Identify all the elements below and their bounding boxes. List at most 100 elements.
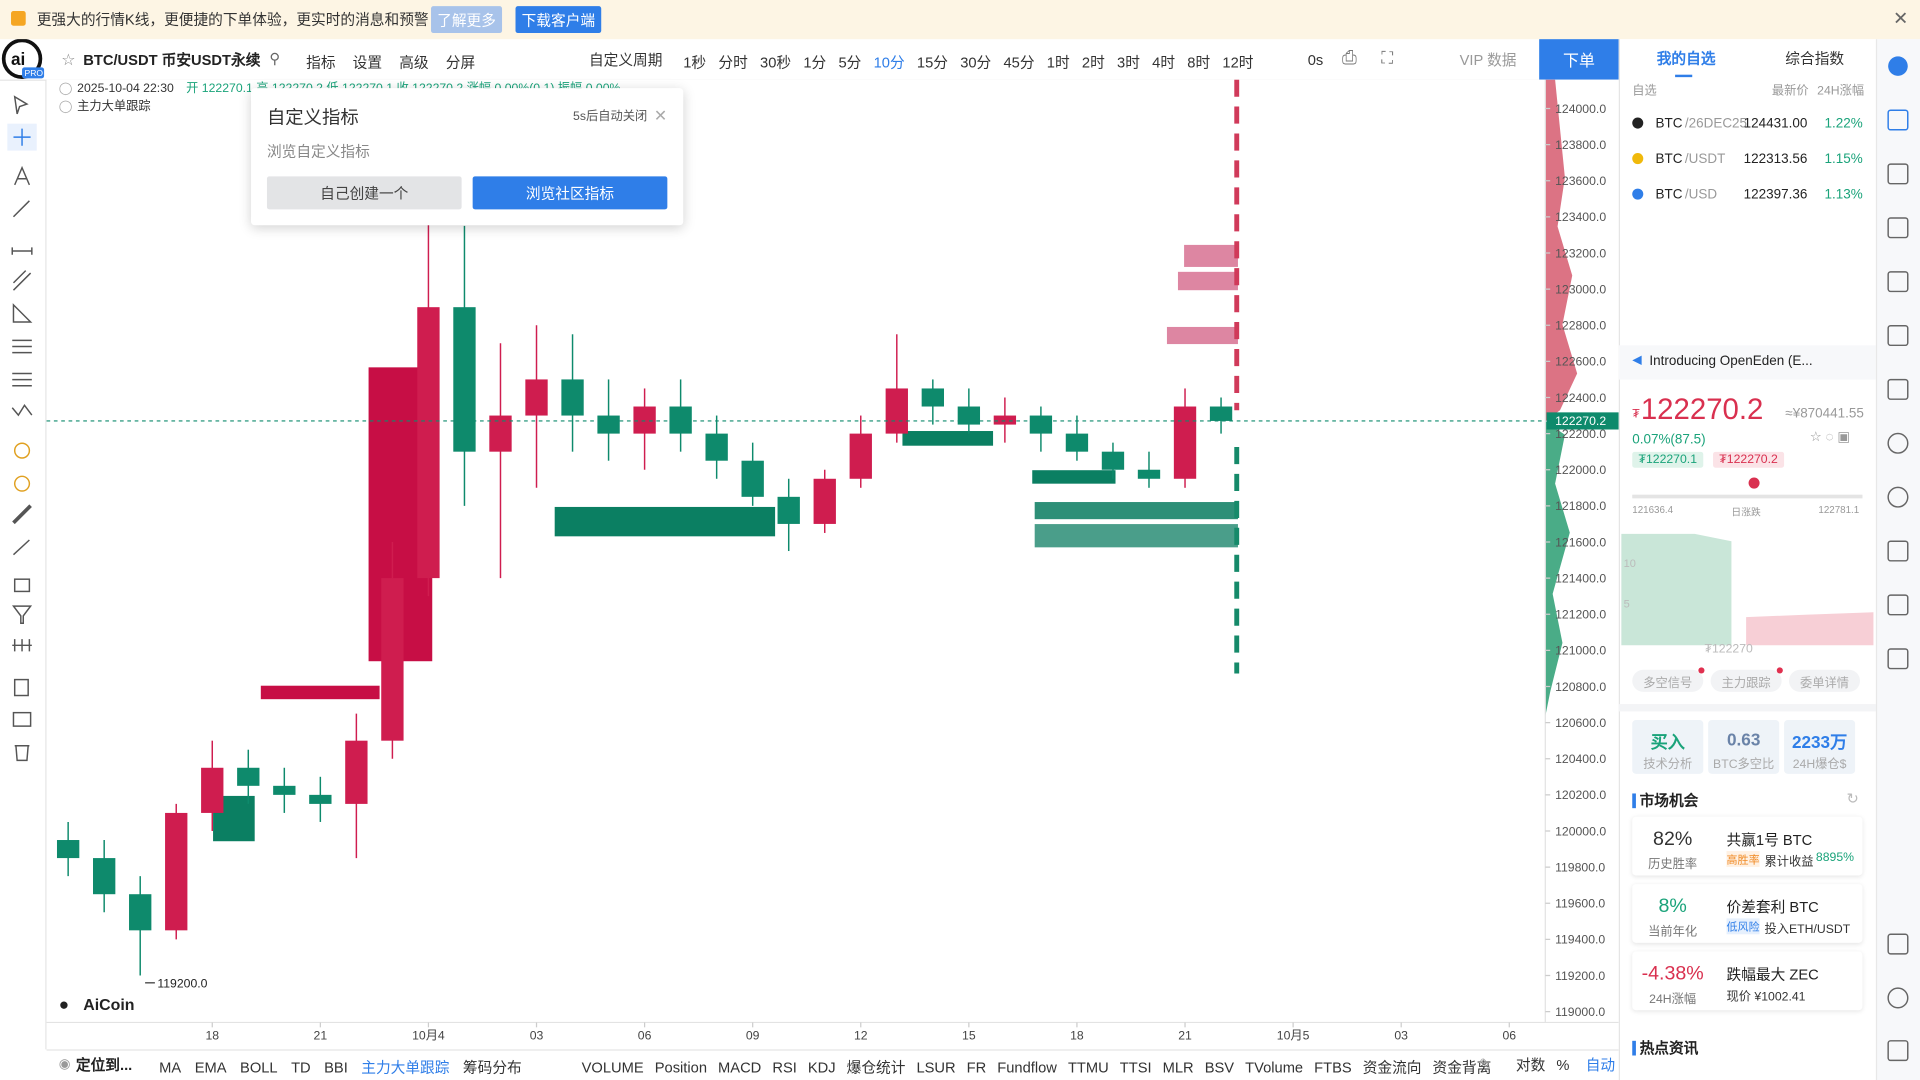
sub-indicator[interactable]: FTBS	[1314, 1058, 1352, 1076]
sub-indicator[interactable]: BSV	[1204, 1058, 1235, 1076]
panel-icon[interactable]	[1887, 594, 1909, 616]
sub-indicator[interactable]: MACD	[718, 1058, 762, 1076]
ticker-button[interactable]: 多空信号	[1632, 669, 1704, 692]
sub-indicator[interactable]: Fundflow	[997, 1058, 1057, 1076]
watchlist-header[interactable]: 自选	[1632, 84, 1657, 98]
period-button[interactable]: 8时	[1187, 53, 1211, 72]
sub-indicator[interactable]: Position	[654, 1058, 708, 1076]
pattern-tool[interactable]	[13, 442, 31, 459]
fib-tool[interactable]	[12, 303, 33, 323]
ruler-tool[interactable]	[12, 504, 32, 525]
legend-indicator[interactable]: 主力大单跟踪	[77, 100, 151, 114]
news-headline[interactable]: Introducing OpenEden (E...	[1649, 353, 1813, 369]
period-button[interactable]: 5分	[838, 53, 862, 72]
period-button[interactable]: 分时	[718, 53, 748, 72]
panel-icon[interactable]	[1887, 109, 1909, 131]
stat-card[interactable]	[1784, 720, 1856, 774]
auto-toggle[interactable]: 自动	[1585, 1056, 1616, 1074]
tool-button[interactable]: 指标	[306, 53, 336, 72]
panel-icon[interactable]	[1887, 486, 1909, 508]
sub-indicator[interactable]: TVolume	[1245, 1058, 1304, 1076]
watchlist-tab[interactable]: 我的自选	[1656, 50, 1716, 68]
period-button[interactable]: 30分	[960, 53, 992, 72]
sub-indicator[interactable]: 爆仓统计	[846, 1059, 906, 1077]
panel-icon[interactable]	[1887, 378, 1909, 400]
locate-button[interactable]: 定位到...	[75, 1056, 133, 1074]
filter-tool[interactable]	[12, 605, 33, 625]
period-button[interactable]: 1秒	[683, 53, 707, 72]
order-button[interactable]: 下单	[1539, 39, 1619, 80]
pointer-tool[interactable]	[13, 95, 29, 115]
more-arrow[interactable]: ›	[1437, 1055, 1443, 1073]
main-indicator[interactable]: EMA	[194, 1058, 227, 1076]
index-tab[interactable]: 综合指数	[1785, 50, 1845, 68]
ticker-icons[interactable]: ☆ ◌ ▣	[1809, 429, 1851, 445]
edit-icon[interactable]: ✎	[1479, 1055, 1492, 1073]
sub-indicator[interactable]: VOLUME	[581, 1058, 644, 1076]
browse-indicator-button[interactable]: 浏览社区指标	[472, 176, 668, 210]
main-indicator[interactable]: 筹码分布	[462, 1059, 522, 1077]
panel-icon[interactable]	[1887, 933, 1909, 955]
tool-button[interactable]: 分屏	[445, 53, 476, 72]
crosshair-tool[interactable]	[13, 128, 31, 146]
favorite-star[interactable]: ☆	[61, 50, 76, 69]
main-indicator[interactable]: MA	[159, 1058, 182, 1076]
period-button[interactable]: 12时	[1222, 53, 1254, 72]
coin-market[interactable]: /USDT	[1684, 151, 1726, 167]
period-button[interactable]: 15分	[916, 53, 948, 72]
tool-button[interactable]: 高级	[399, 53, 429, 72]
level-tool[interactable]	[12, 339, 32, 354]
sub-indicator[interactable]: TTMU	[1067, 1058, 1109, 1076]
sub-indicator[interactable]: FR	[966, 1058, 987, 1076]
period-button[interactable]: 45分	[1003, 53, 1035, 72]
period-button[interactable]: 30秒	[760, 53, 792, 72]
panel-icon[interactable]	[1887, 217, 1909, 239]
layers-tool[interactable]	[13, 678, 29, 697]
main-indicator[interactable]: BBI	[324, 1058, 348, 1076]
sub-indicator[interactable]: RSI	[772, 1058, 797, 1076]
create-indicator-button[interactable]: 自己创建一个	[266, 176, 462, 210]
stat-card[interactable]	[1632, 720, 1704, 774]
ticker-button[interactable]: 主力跟踪	[1710, 669, 1782, 692]
popup-close[interactable]: ✕	[653, 106, 668, 125]
period-button[interactable]: 10分	[873, 53, 905, 72]
sub-indicator[interactable]: 资金流向	[1362, 1059, 1422, 1077]
period-button[interactable]: 1时	[1046, 53, 1070, 72]
log-toggle[interactable]: 对数	[1515, 1056, 1546, 1074]
settings-tool[interactable]	[12, 711, 32, 727]
stat-card[interactable]	[1708, 720, 1780, 774]
ticker-button[interactable]: 委单详情	[1788, 669, 1860, 692]
sub-indicator[interactable]: TTSI	[1119, 1058, 1152, 1076]
percent-toggle[interactable]: %	[1556, 1056, 1570, 1074]
refresh-icon[interactable]: ↻	[1846, 789, 1859, 807]
more-arrow[interactable]: ›	[493, 1055, 499, 1073]
symbol[interactable]: BTC/USDT 币安USDT永续	[83, 51, 261, 69]
coin-market[interactable]: /USD	[1684, 187, 1718, 203]
delete-tool[interactable]	[14, 744, 30, 762]
main-indicator[interactable]: TD	[291, 1058, 311, 1076]
pen-tool[interactable]	[12, 539, 30, 556]
sub-indicator[interactable]: 资金背离	[1432, 1059, 1492, 1077]
line-tool[interactable]	[11, 247, 33, 255]
coin-name[interactable]: BTC	[1655, 116, 1683, 132]
screenshot-icon[interactable]: ⎙	[1342, 47, 1357, 69]
panel-icon[interactable]	[1887, 648, 1909, 670]
text-tool[interactable]	[14, 165, 31, 186]
banner-close[interactable]: ✕	[1893, 8, 1909, 30]
search-icon[interactable]: ⚲	[269, 50, 281, 68]
channel-tool[interactable]	[12, 270, 32, 291]
download-button[interactable]: 下载客户端	[515, 6, 602, 34]
sub-indicator[interactable]: LSUR	[916, 1058, 956, 1076]
wave-tool[interactable]	[11, 404, 33, 417]
panel-icon[interactable]	[1887, 324, 1909, 347]
period-button[interactable]: 4时	[1152, 53, 1176, 72]
coin-market[interactable]: /26DEC25	[1684, 116, 1748, 132]
sub-indicator[interactable]: KDJ	[807, 1058, 836, 1076]
custom-period[interactable]: 自定义周期	[588, 51, 663, 69]
coin-name[interactable]: BTC	[1655, 187, 1683, 203]
panel-icon[interactable]	[1887, 432, 1909, 454]
panel-icon[interactable]	[1887, 271, 1909, 293]
panel-icon[interactable]	[1887, 987, 1909, 1009]
panel-icon[interactable]	[1887, 540, 1909, 562]
tool-button[interactable]: 设置	[352, 53, 383, 72]
